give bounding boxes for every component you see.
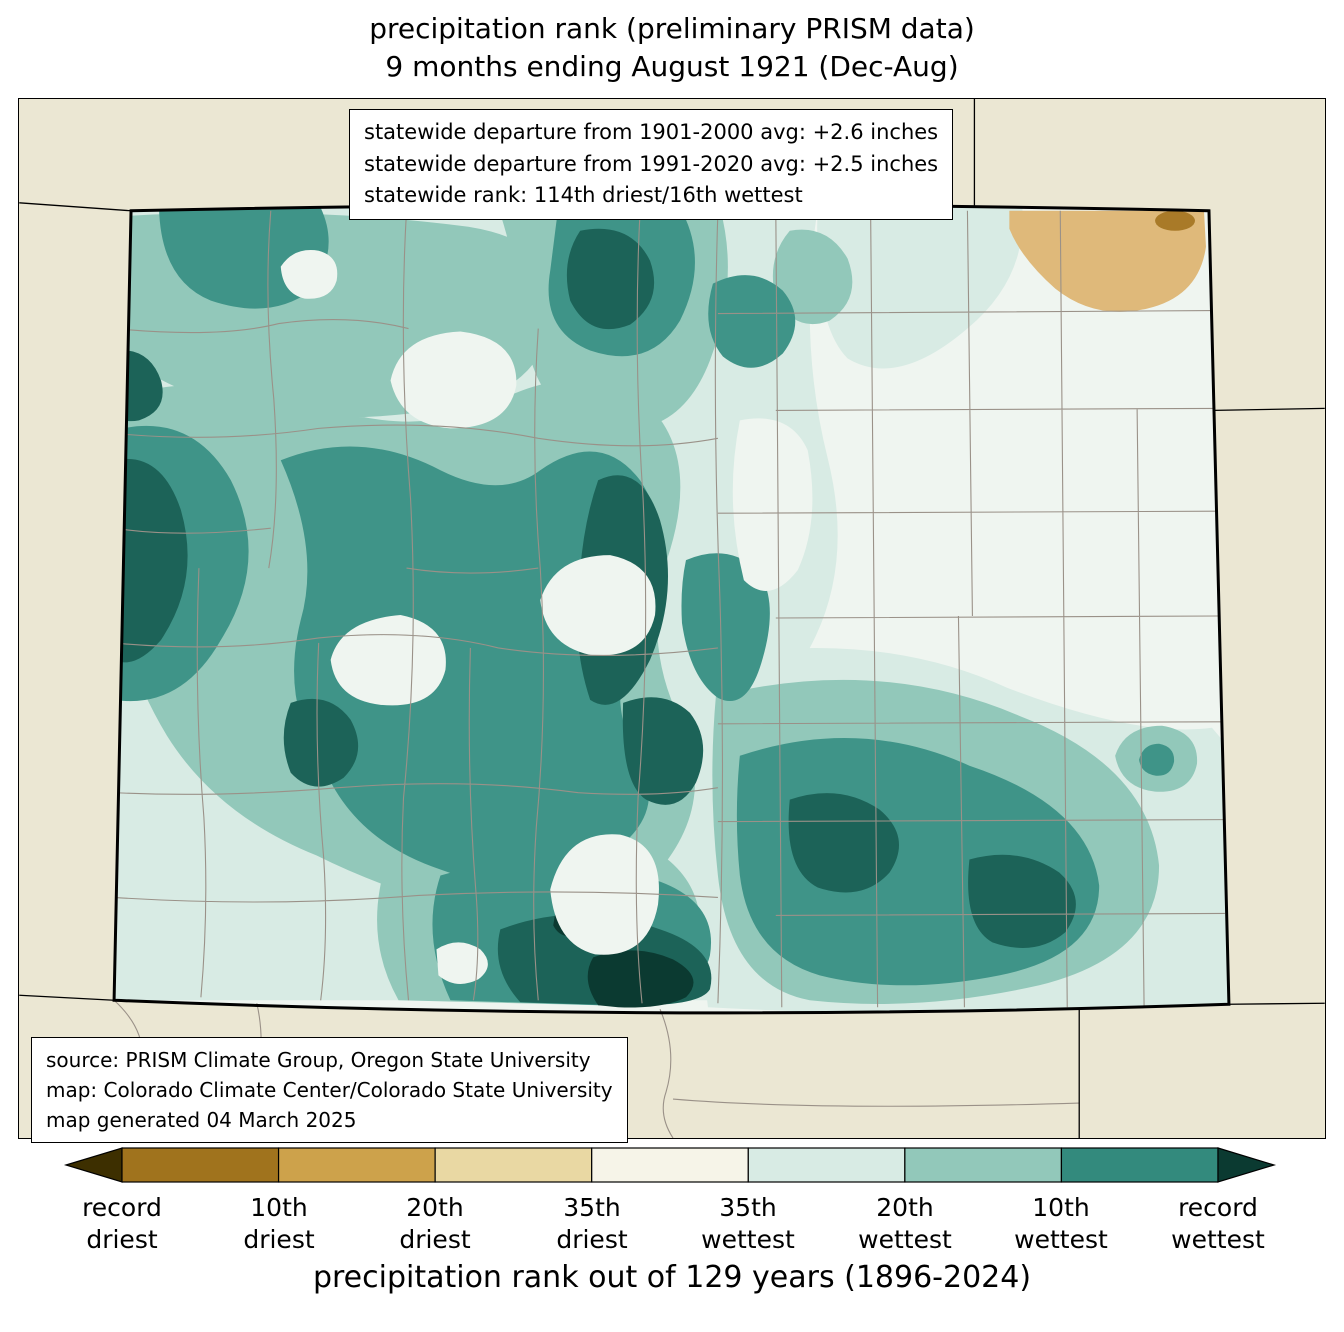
colorbar-label-35th-wettest: 35th wettest: [701, 1193, 795, 1254]
stats-line-2: statewide departure from 1991-2020 avg: …: [364, 151, 939, 176]
source-line-1: source: PRISM Climate Group, Oregon Stat…: [46, 1048, 591, 1072]
colorbar-segment-1: [121, 1147, 280, 1183]
source-line-2: map: Colorado Climate Center/Colorado St…: [46, 1078, 613, 1102]
county-lines: [114, 210, 1225, 1008]
colorbar-label-10th-driest: 10th driest: [243, 1193, 315, 1254]
source-box: source: PRISM Climate Group, Oregon Stat…: [31, 1037, 628, 1143]
brown-dry-spot: [1155, 210, 1195, 231]
colorbar: [0, 1146, 1344, 1186]
colorbar-label-20th-driest: 20th driest: [399, 1193, 471, 1254]
colorbar-label-20th-wettest: 20th wettest: [858, 1193, 952, 1254]
colorbar-labels: record driest 10th driest 20th driest 35…: [0, 1192, 1344, 1258]
colorbar-segment-2: [277, 1147, 436, 1183]
colorbar-label-35th-driest: 35th driest: [556, 1193, 628, 1254]
colorbar-segment-6: [904, 1147, 1063, 1183]
stats-line-3: statewide rank: 114th driest/16th wettes…: [364, 183, 803, 207]
colorbar-segment-7: [1060, 1147, 1219, 1183]
map-title: precipitation rank (preliminary PRISM da…: [0, 10, 1344, 86]
contour-layers: [114, 207, 1229, 1013]
contour-darkest-teal: [553, 904, 694, 1008]
white-pockets: [280, 250, 813, 984]
map-frame: statewide departure from 1901-2000 avg: …: [18, 98, 1326, 1143]
neighbor-state-borders: [19, 99, 1325, 1138]
source-line-3: map generated 04 March 2025: [46, 1108, 357, 1132]
colorbar-scale: [63, 1147, 1277, 1183]
colorbar-segment-3: [434, 1147, 593, 1183]
title-line-1: precipitation rank (preliminary PRISM da…: [369, 12, 975, 45]
colorbar-label-record-driest: record driest: [82, 1193, 162, 1254]
colorbar-arrow-record-wettest: [1217, 1147, 1277, 1183]
precipitation-rank-map: [19, 99, 1325, 1138]
colorbar-segment-4: [591, 1147, 749, 1183]
tan-dry-region: [1009, 210, 1206, 312]
footer-caption: precipitation rank out of 129 years (189…: [312, 1260, 1032, 1295]
colorbar-label-10th-wettest: 10th wettest: [1014, 1193, 1108, 1254]
colorbar-arrow-record-driest: [63, 1147, 123, 1183]
stats-line-1: statewide departure from 1901-2000 avg: …: [364, 120, 939, 144]
title-line-2: 9 months ending August 1921 (Dec-Aug): [385, 49, 959, 83]
colorbar-label-record-wettest: record wettest: [1171, 1193, 1265, 1254]
colorbar-segment-5: [747, 1147, 906, 1183]
stats-box: statewide departure from 1901-2000 avg: …: [349, 109, 954, 220]
